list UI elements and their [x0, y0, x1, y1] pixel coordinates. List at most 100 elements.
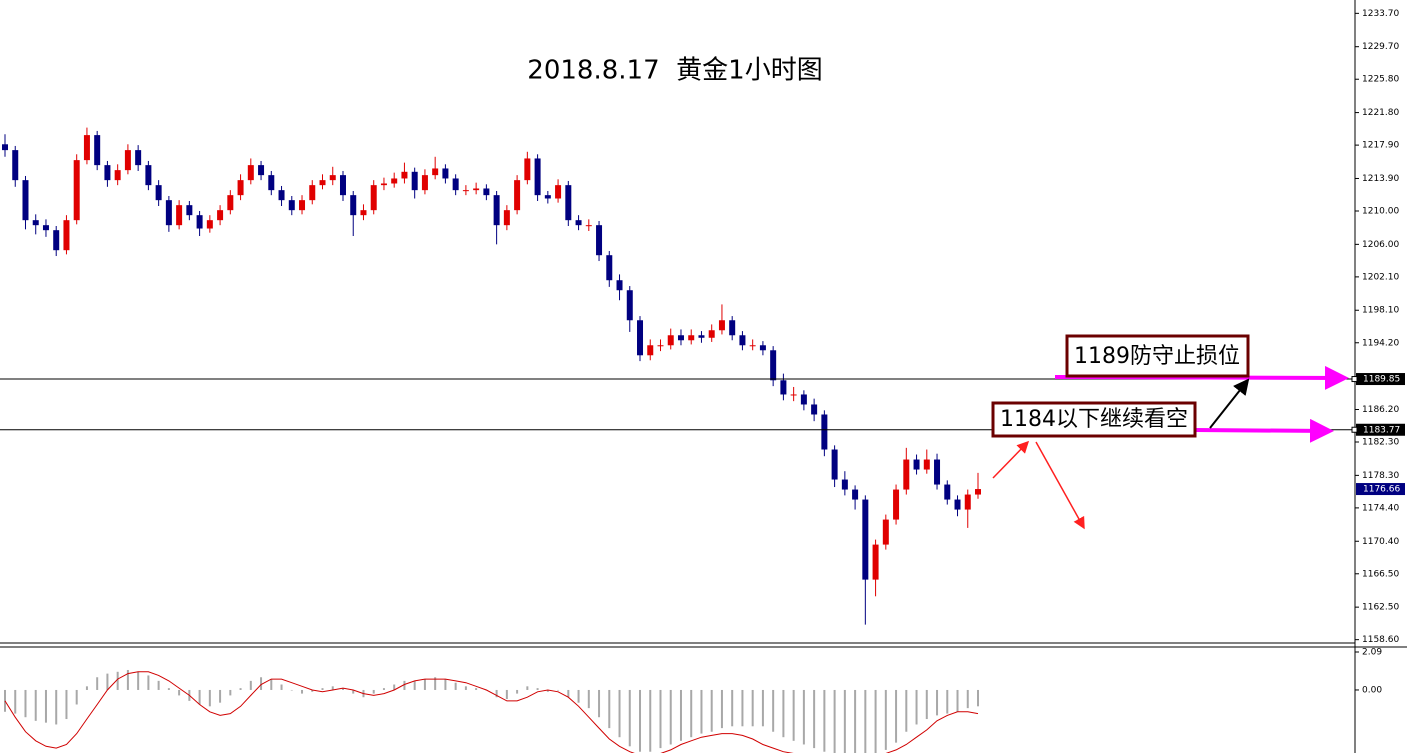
candle-body: [811, 404, 818, 415]
candle-body: [258, 165, 265, 176]
histogram-bar: [649, 689, 652, 752]
histogram-bar: [946, 689, 949, 714]
y-tick-label: 1202.10: [1362, 272, 1399, 282]
candle-body: [667, 335, 674, 346]
y-tick-label: 1194.20: [1362, 338, 1399, 348]
histogram-bar: [219, 689, 222, 703]
histogram-bar: [106, 673, 109, 690]
candle-body: [831, 449, 838, 480]
histogram-bar: [321, 688, 324, 690]
candle-body: [534, 158, 541, 196]
y-tick-label: 1233.70: [1362, 9, 1399, 19]
y-tick-label: 1229.70: [1362, 42, 1399, 52]
histogram-bar: [280, 684, 283, 690]
candle-body: [53, 230, 60, 251]
y-tick-label: 1186.20: [1362, 405, 1399, 415]
histogram-bar: [352, 689, 355, 694]
candle-body: [975, 489, 981, 495]
histogram-bar: [700, 689, 703, 734]
histogram-bar: [198, 689, 201, 705]
candle-body: [22, 180, 29, 221]
candle-body: [544, 195, 551, 199]
y-tick-label: 2.09: [1362, 647, 1382, 657]
candle-body: [606, 255, 613, 281]
candle-body: [145, 165, 152, 186]
histogram-bar: [147, 675, 150, 690]
candle-body: [104, 165, 111, 181]
histogram-bar: [710, 689, 713, 732]
histogram-bar: [403, 680, 406, 690]
y-tick-label: 1158.60: [1362, 635, 1399, 645]
candle-body: [872, 544, 879, 580]
candle-body: [800, 394, 807, 405]
histogram-bar: [178, 689, 181, 696]
candle-body: [841, 479, 848, 490]
arrow: [1194, 418, 1334, 443]
candle-body: [708, 330, 715, 338]
histogram-bar: [639, 689, 642, 752]
level-marker: [1351, 426, 1358, 433]
histogram-bar: [393, 684, 396, 690]
candle-body: [503, 210, 510, 226]
signal-line: [4, 671, 979, 753]
histogram-bar: [157, 680, 160, 690]
candle-body: [514, 180, 521, 211]
candle-body: [227, 195, 234, 211]
candle-body: [83, 135, 90, 161]
candle-body: [114, 170, 121, 181]
candle-body: [903, 459, 910, 490]
histogram-bar: [577, 689, 580, 703]
histogram-bar: [966, 689, 969, 709]
histogram-bar: [864, 689, 867, 753]
candle-body: [73, 160, 80, 221]
histogram-bar: [372, 689, 375, 694]
candle-body: [596, 225, 603, 256]
candle-body: [247, 165, 254, 181]
candle-body: [677, 335, 684, 341]
candle-body: [176, 205, 183, 226]
candle-body: [954, 499, 961, 510]
histogram-bar: [454, 682, 457, 690]
histogram-bar: [65, 689, 68, 720]
candle-body: [2, 144, 8, 151]
histogram-bar: [557, 689, 560, 691]
histogram-bar: [85, 686, 88, 690]
candle-body: [391, 178, 398, 184]
candle-body: [360, 210, 367, 216]
histogram-bar: [598, 689, 601, 718]
histogram-bar: [669, 689, 672, 745]
candle-body: [32, 220, 39, 226]
candle-body: [155, 185, 162, 201]
y-tick-label: 1221.80: [1362, 108, 1399, 118]
candle-body: [442, 168, 449, 179]
chart-title: 2018.8.17 黄金1小时图: [527, 56, 822, 86]
level-label: 1189.85: [1363, 375, 1400, 385]
histogram-bar: [516, 689, 519, 694]
histogram-bar: [977, 689, 979, 707]
histogram-bar: [761, 689, 764, 727]
candle-body: [882, 519, 889, 545]
candle-body: [329, 175, 336, 181]
histogram-bar: [792, 689, 795, 741]
candle-body: [421, 175, 428, 191]
candle-body: [268, 175, 275, 191]
level-label-bg: [1356, 423, 1405, 436]
y-tick-label: 1210.00: [1362, 206, 1399, 216]
histogram-bar: [423, 679, 426, 690]
candle-body: [206, 220, 213, 229]
histogram-bar: [956, 689, 959, 712]
candle-body: [944, 484, 951, 500]
candle-body: [380, 183, 387, 186]
candle-body: [729, 320, 736, 336]
candle-body: [718, 320, 725, 331]
histogram-bar: [239, 688, 242, 690]
histogram-bar: [618, 689, 621, 738]
candle-body: [616, 280, 623, 291]
histogram-bar: [137, 671, 140, 690]
annotation-box: [991, 401, 1197, 438]
price-label-bg: [1356, 483, 1405, 496]
histogram-bar: [331, 686, 334, 690]
candle-body: [555, 185, 562, 199]
arrow: [992, 440, 1030, 479]
histogram-bar: [679, 689, 682, 741]
